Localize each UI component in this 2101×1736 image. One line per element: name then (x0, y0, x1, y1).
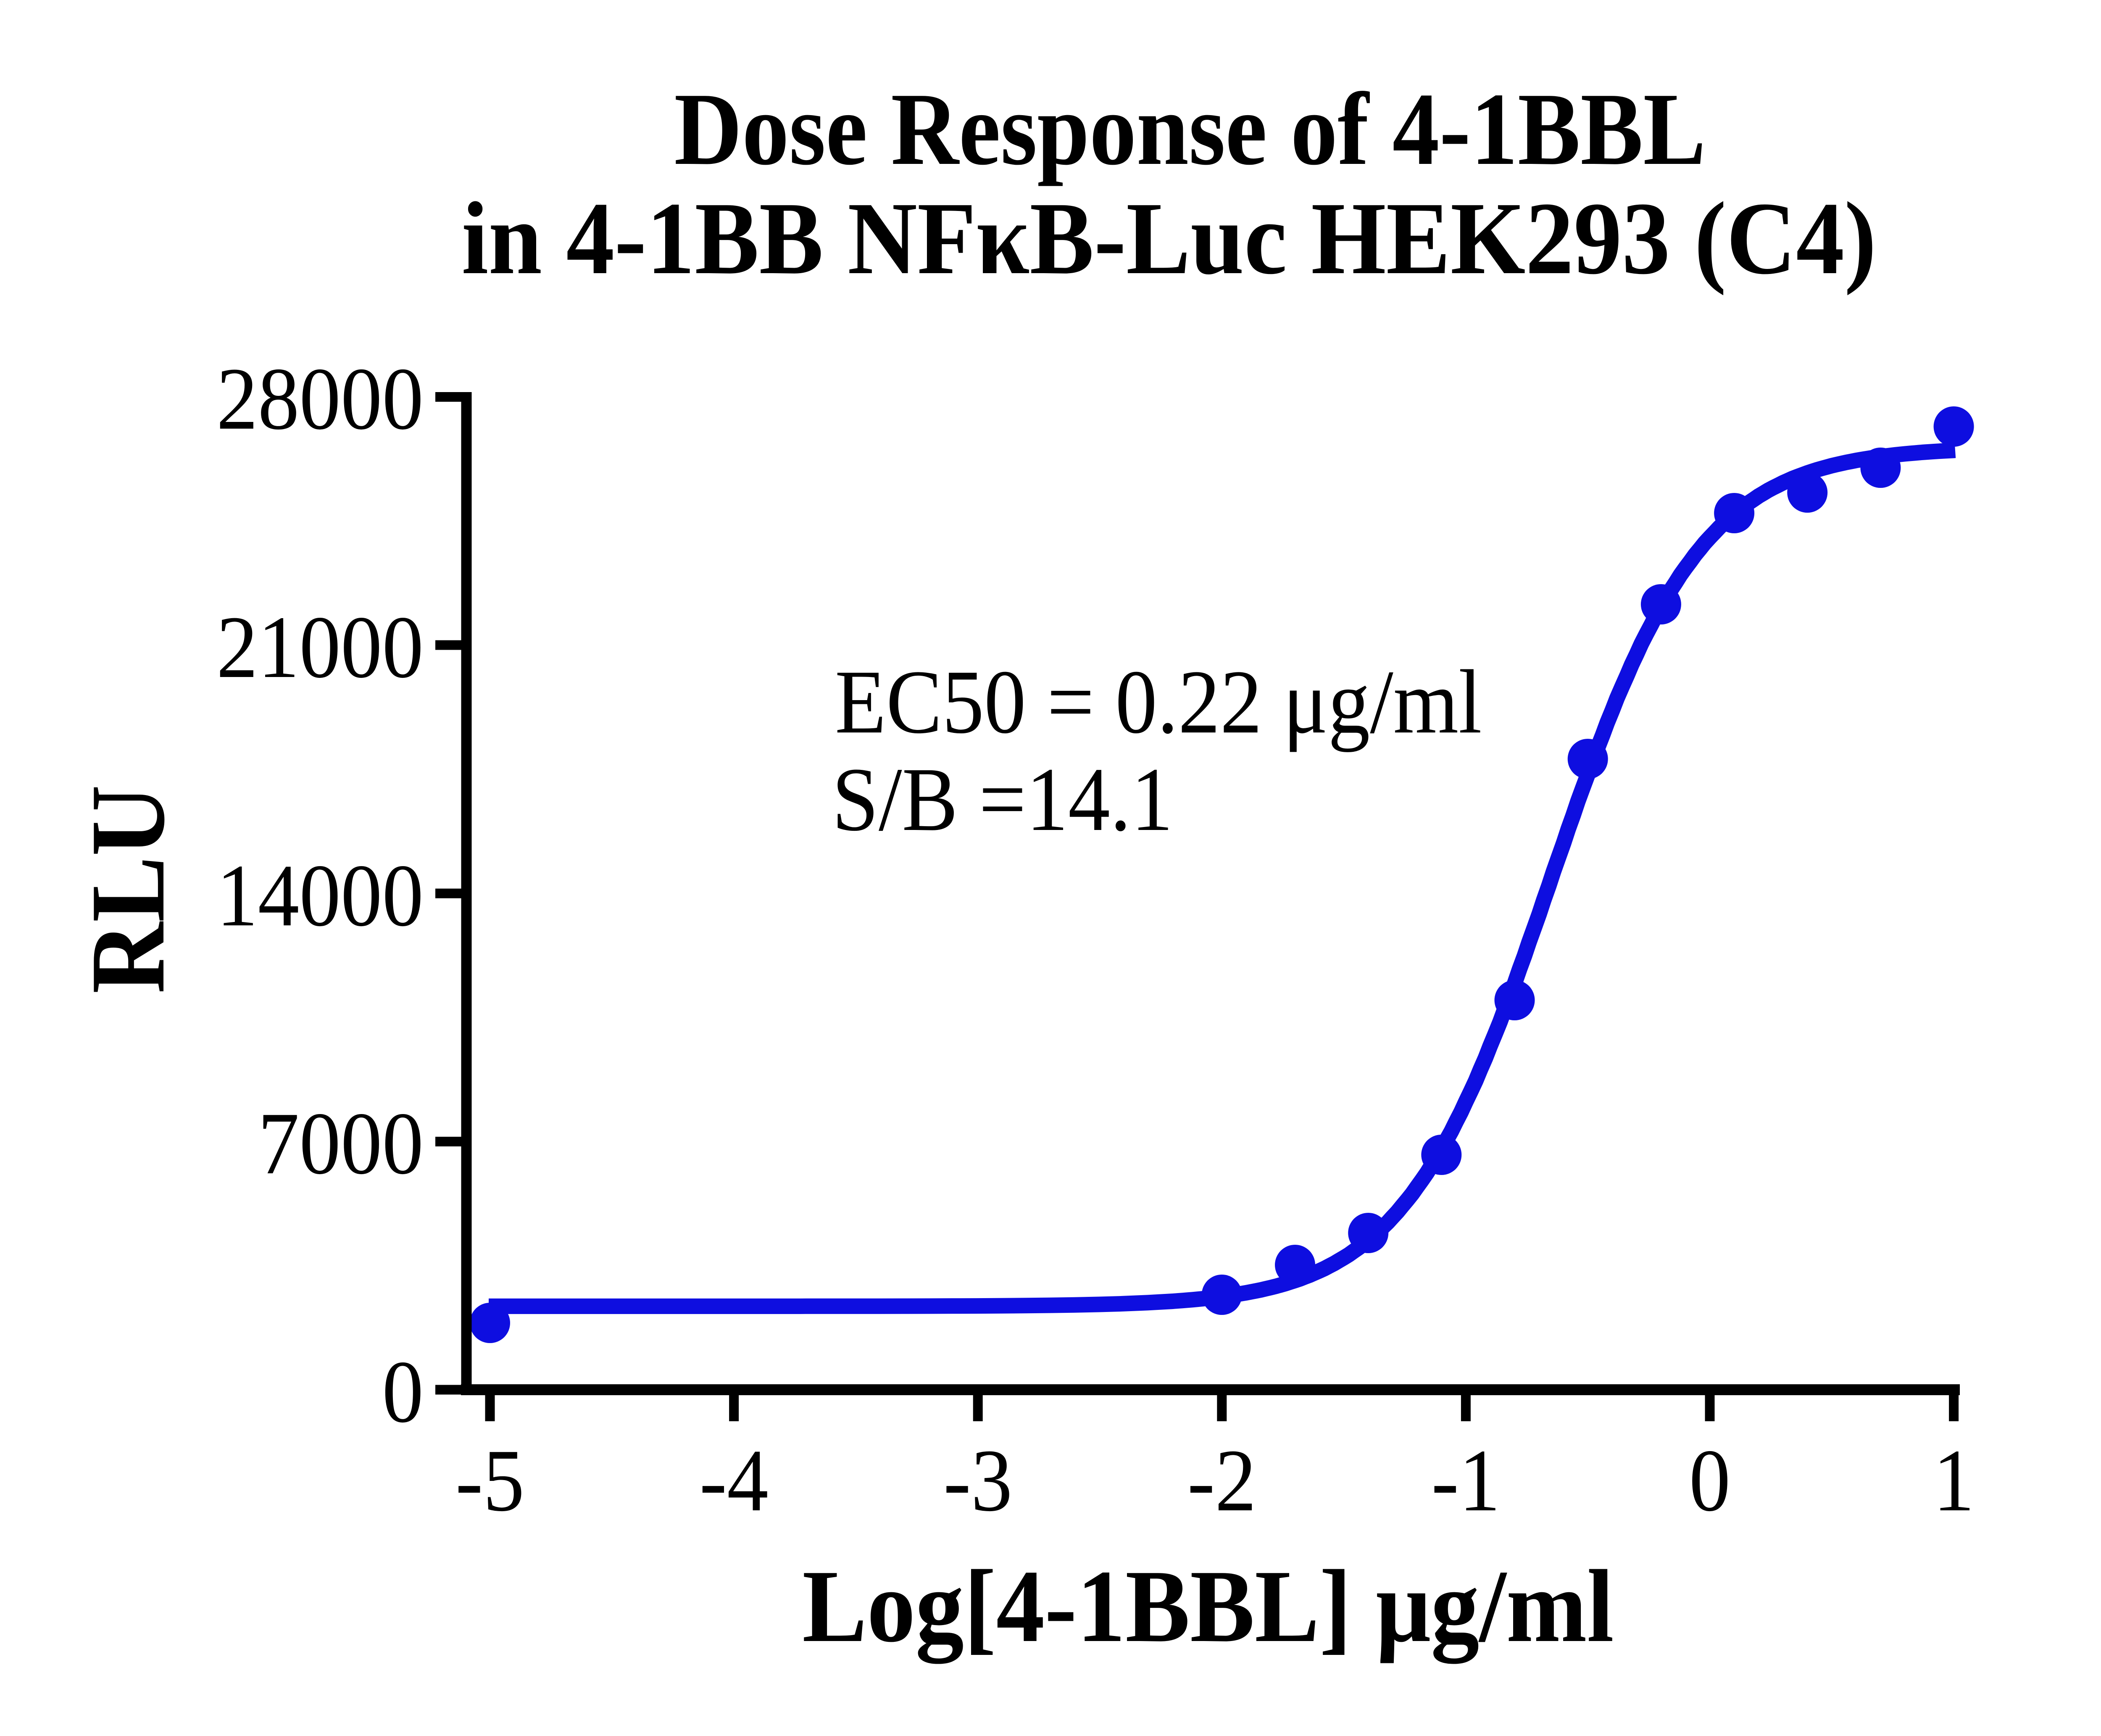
svg-text:-3: -3 (943, 1432, 1012, 1530)
svg-text:21000: 21000 (216, 598, 424, 697)
svg-text:Dose Response of 4-1BBL: Dose Response of 4-1BBL (674, 71, 1706, 187)
svg-text:28000: 28000 (216, 350, 424, 448)
svg-text:-1: -1 (1431, 1432, 1500, 1530)
svg-text:7000: 7000 (258, 1095, 424, 1193)
svg-text:0: 0 (382, 1343, 424, 1441)
svg-text:RLU: RLU (68, 785, 187, 994)
svg-text:in 4-1BB NFκB-Luc HEK293 (C4): in 4-1BB NFκB-Luc HEK293 (C4) (462, 181, 1877, 295)
svg-text:14000: 14000 (216, 847, 424, 945)
svg-text:Log[4-1BBL] μg/ml: Log[4-1BBL] μg/ml (802, 1549, 1614, 1664)
svg-text:0: 0 (1689, 1432, 1731, 1530)
svg-text:1: 1 (1933, 1432, 1975, 1530)
svg-text:-2: -2 (1187, 1432, 1256, 1530)
svg-text:-4: -4 (699, 1432, 768, 1530)
svg-text:EC50 = 0.22 μg/ml: EC50 = 0.22 μg/ml (835, 651, 1482, 752)
svg-text:-5: -5 (455, 1432, 524, 1530)
svg-text:S/B =14.1: S/B =14.1 (832, 749, 1173, 850)
